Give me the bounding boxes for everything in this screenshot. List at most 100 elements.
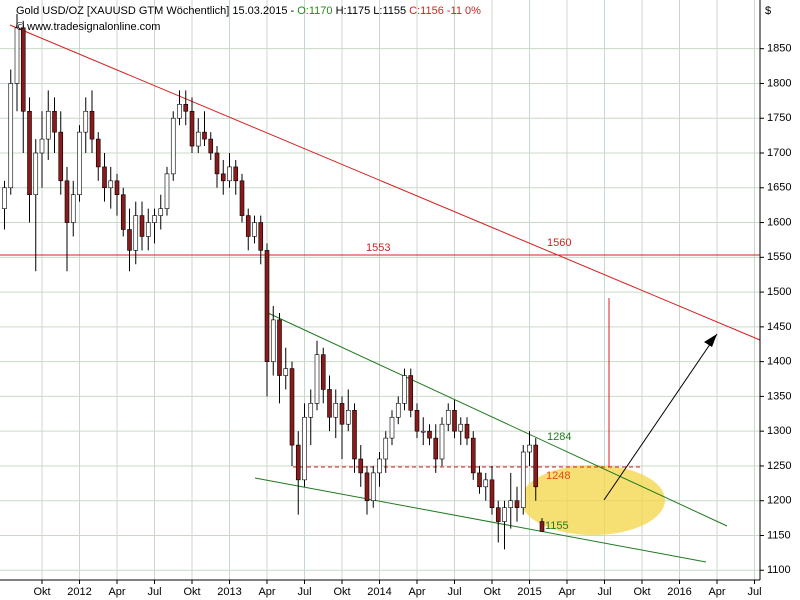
y-tick-label: 1700 xyxy=(767,147,791,159)
open-value: O:1170 xyxy=(297,5,332,17)
annotation: 1284 xyxy=(547,431,571,443)
candle-body xyxy=(45,110,51,140)
x-tick-label: Apr xyxy=(108,586,125,598)
candle-body xyxy=(402,375,407,404)
candle-body xyxy=(433,437,439,460)
watermark: © www.tradesignalonline.com xyxy=(16,21,160,33)
candle-body xyxy=(483,479,489,488)
x-tick-label: Okt xyxy=(483,586,500,598)
candles xyxy=(2,13,545,550)
y-tick-label: 1400 xyxy=(767,356,791,368)
candle-body xyxy=(202,131,207,140)
x-tick-label: Apr xyxy=(258,586,275,598)
candle-body xyxy=(414,410,420,432)
low-value: L:1155 xyxy=(373,5,406,17)
candle-body xyxy=(127,229,132,251)
y-tick-label: 1850 xyxy=(767,43,791,55)
candle-body xyxy=(152,215,157,223)
candle-body xyxy=(527,444,532,453)
candle-body xyxy=(158,208,164,216)
y-tick-label: 1650 xyxy=(767,182,791,194)
candle-body xyxy=(327,389,332,418)
trend-line xyxy=(254,477,707,563)
candle-body xyxy=(89,110,95,140)
drawings: 1553 1560 1284 1248 1155 xyxy=(0,24,761,563)
highlight-ellipse xyxy=(521,465,665,535)
candle-body xyxy=(364,472,370,502)
candle-body xyxy=(395,403,401,418)
annotation: 1248 xyxy=(546,470,570,482)
x-tick-label: Jul xyxy=(147,586,161,598)
candle-body xyxy=(439,423,445,460)
annotation: 1560 xyxy=(547,237,571,249)
x-tick-label: Jul xyxy=(297,586,311,598)
candle-body xyxy=(308,403,314,418)
candle-body xyxy=(77,131,82,196)
x-tick-label: Okt xyxy=(183,586,200,598)
candle-body xyxy=(352,410,357,460)
annotation: 1553 xyxy=(366,242,390,254)
candle-body xyxy=(277,319,282,376)
candle-body xyxy=(427,430,432,439)
y-tick-label: 1550 xyxy=(767,251,791,263)
candle-body xyxy=(445,410,451,425)
instrument: Gold USD/OZ [XAUUSD GTM Wöchentlich] 15.… xyxy=(16,5,294,17)
chart-header: Gold USD/OZ [XAUUSD GTM Wöchentlich] 15.… xyxy=(16,5,481,17)
candle-body xyxy=(295,444,301,481)
candle-body xyxy=(289,368,295,446)
candle-body xyxy=(189,110,195,147)
y-tick-label: 1500 xyxy=(767,286,791,298)
x-tick-label: Jul xyxy=(447,586,461,598)
candle-body xyxy=(320,354,326,390)
arrow-head xyxy=(704,334,717,347)
axis-panel xyxy=(760,0,800,600)
candle-body xyxy=(20,27,26,112)
x-tick-label: Jul xyxy=(597,586,611,598)
close-value: C:1156 xyxy=(409,5,444,17)
candle-body xyxy=(264,250,270,362)
candle-body xyxy=(70,194,76,223)
x-tick-label: Okt xyxy=(633,586,650,598)
candle-body xyxy=(477,472,482,488)
candle-body xyxy=(220,173,226,182)
y-tick-label: 1750 xyxy=(767,112,791,124)
high-value: H:1175 xyxy=(336,5,371,17)
candle-body xyxy=(183,104,189,112)
candle-body xyxy=(170,117,176,175)
trend-line xyxy=(267,312,728,527)
x-tick-label: Okt xyxy=(333,586,350,598)
candle-body xyxy=(533,444,539,488)
arrow xyxy=(603,333,718,501)
candle-body xyxy=(489,479,495,508)
candle-body xyxy=(145,222,151,237)
trend-line xyxy=(9,24,761,341)
candle-body xyxy=(258,222,264,251)
candle-body xyxy=(377,458,382,474)
candle-body xyxy=(2,187,7,209)
y-tick-label: 1100 xyxy=(767,564,791,576)
candle-body xyxy=(389,416,395,439)
x-tick-label: Jul xyxy=(747,586,761,598)
candle-body xyxy=(245,215,251,237)
annotation: 1155 xyxy=(545,520,569,532)
candle-body xyxy=(27,110,32,196)
x-tick-label: Apr xyxy=(558,586,575,598)
x-tick-label: 2012 xyxy=(67,586,91,598)
candle-body xyxy=(120,194,126,230)
candle-body xyxy=(8,83,14,189)
candle-body xyxy=(383,437,389,460)
x-tick-label: Okt xyxy=(33,586,50,598)
y-tick-label: 1350 xyxy=(767,390,791,402)
candle-body xyxy=(102,166,107,189)
candle-body xyxy=(333,403,339,418)
candle-body xyxy=(164,173,170,209)
candle-body xyxy=(502,507,507,522)
candle-body xyxy=(270,319,276,362)
grid xyxy=(0,0,760,580)
candle-body xyxy=(458,423,464,432)
candle-body xyxy=(208,138,214,154)
candle-body xyxy=(508,500,514,508)
